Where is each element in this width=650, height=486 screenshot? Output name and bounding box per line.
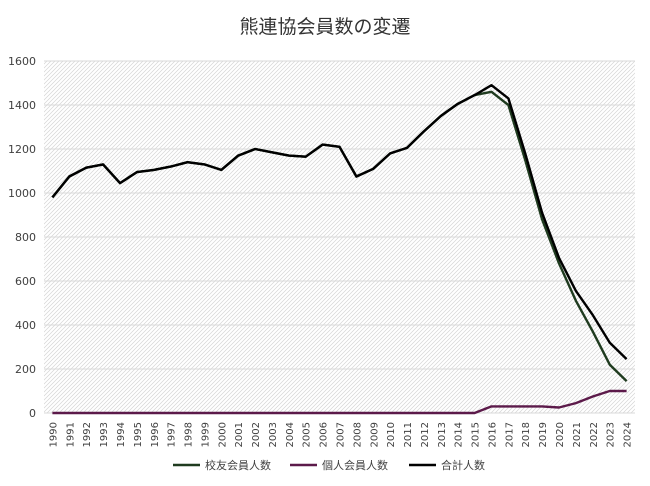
legend-label: 合計人数 bbox=[441, 458, 485, 472]
y-tick-label: 1600 bbox=[8, 55, 36, 68]
y-tick-label: 400 bbox=[15, 319, 36, 332]
x-tick-label: 2015 bbox=[471, 422, 482, 447]
legend: 校友会員人数 個人会員人数 合計人数 bbox=[173, 458, 485, 472]
x-tick-label: 2016 bbox=[487, 422, 498, 447]
y-tick-label: 200 bbox=[15, 363, 36, 376]
x-tick-label: 1999 bbox=[200, 422, 211, 447]
x-tick-label: 2013 bbox=[437, 422, 448, 447]
x-tick-label: 2018 bbox=[521, 422, 532, 447]
series-line bbox=[52, 389, 627, 415]
x-tick-label: 1994 bbox=[116, 422, 127, 447]
x-tick-label: 2000 bbox=[217, 422, 228, 447]
x-tick-label: 2003 bbox=[268, 422, 279, 447]
y-axis: 0 200 400 600 800 1000 1200 1400 1600 bbox=[8, 55, 36, 420]
x-tick-label: 1993 bbox=[99, 422, 110, 447]
x-tick-label: 2008 bbox=[352, 422, 363, 447]
x-tick-label: 1990 bbox=[48, 422, 59, 447]
x-tick-label: 2005 bbox=[302, 422, 313, 447]
x-tick-label: 2009 bbox=[369, 422, 380, 447]
x-axis: 1990 1991 1992 1993 1994 1995 1996 1997 1998 1999… bbox=[48, 422, 633, 447]
x-tick-label: 1996 bbox=[150, 422, 161, 447]
x-tick-label: 2006 bbox=[319, 422, 330, 447]
x-tick-label: 2007 bbox=[336, 422, 347, 447]
x-tick-label: 2001 bbox=[234, 422, 245, 447]
x-tick-label: 1998 bbox=[184, 422, 195, 447]
x-tick-label: 2021 bbox=[572, 422, 583, 447]
x-tick-label: 1995 bbox=[133, 422, 144, 447]
legend-label: 校友会員人数 bbox=[205, 458, 271, 472]
series-lines bbox=[51, 83, 628, 415]
y-tick-label: 1400 bbox=[8, 99, 36, 112]
x-tick-label: 2004 bbox=[285, 422, 296, 447]
x-tick-label: 2011 bbox=[403, 422, 414, 447]
x-tick-label: 2020 bbox=[555, 422, 566, 447]
x-tick-label: 2022 bbox=[589, 422, 600, 447]
y-tick-label: 1000 bbox=[8, 187, 36, 200]
x-tick-label: 1997 bbox=[167, 422, 178, 447]
x-tick-label: 2024 bbox=[623, 422, 634, 447]
x-tick-label: 2010 bbox=[386, 422, 397, 447]
y-tick-label: 800 bbox=[15, 231, 36, 244]
x-tick-label: 2002 bbox=[251, 422, 262, 447]
x-tick-label: 2014 bbox=[454, 422, 465, 447]
x-tick-label: 1991 bbox=[65, 422, 76, 447]
y-tick-label: 0 bbox=[29, 407, 36, 420]
y-tick-label: 1200 bbox=[8, 143, 36, 156]
x-tick-label: 2023 bbox=[606, 422, 617, 447]
legend-label: 個人会員人数 bbox=[322, 459, 388, 472]
x-tick-label: 2019 bbox=[538, 422, 549, 447]
chart-title: 熊連協会員数の変遷 bbox=[239, 16, 410, 38]
series-line bbox=[51, 83, 628, 360]
x-tick-label: 2012 bbox=[420, 422, 431, 447]
x-tick-label: 1992 bbox=[82, 422, 93, 447]
y-tick-label: 600 bbox=[15, 275, 36, 288]
x-tick-label: 2017 bbox=[504, 422, 515, 447]
